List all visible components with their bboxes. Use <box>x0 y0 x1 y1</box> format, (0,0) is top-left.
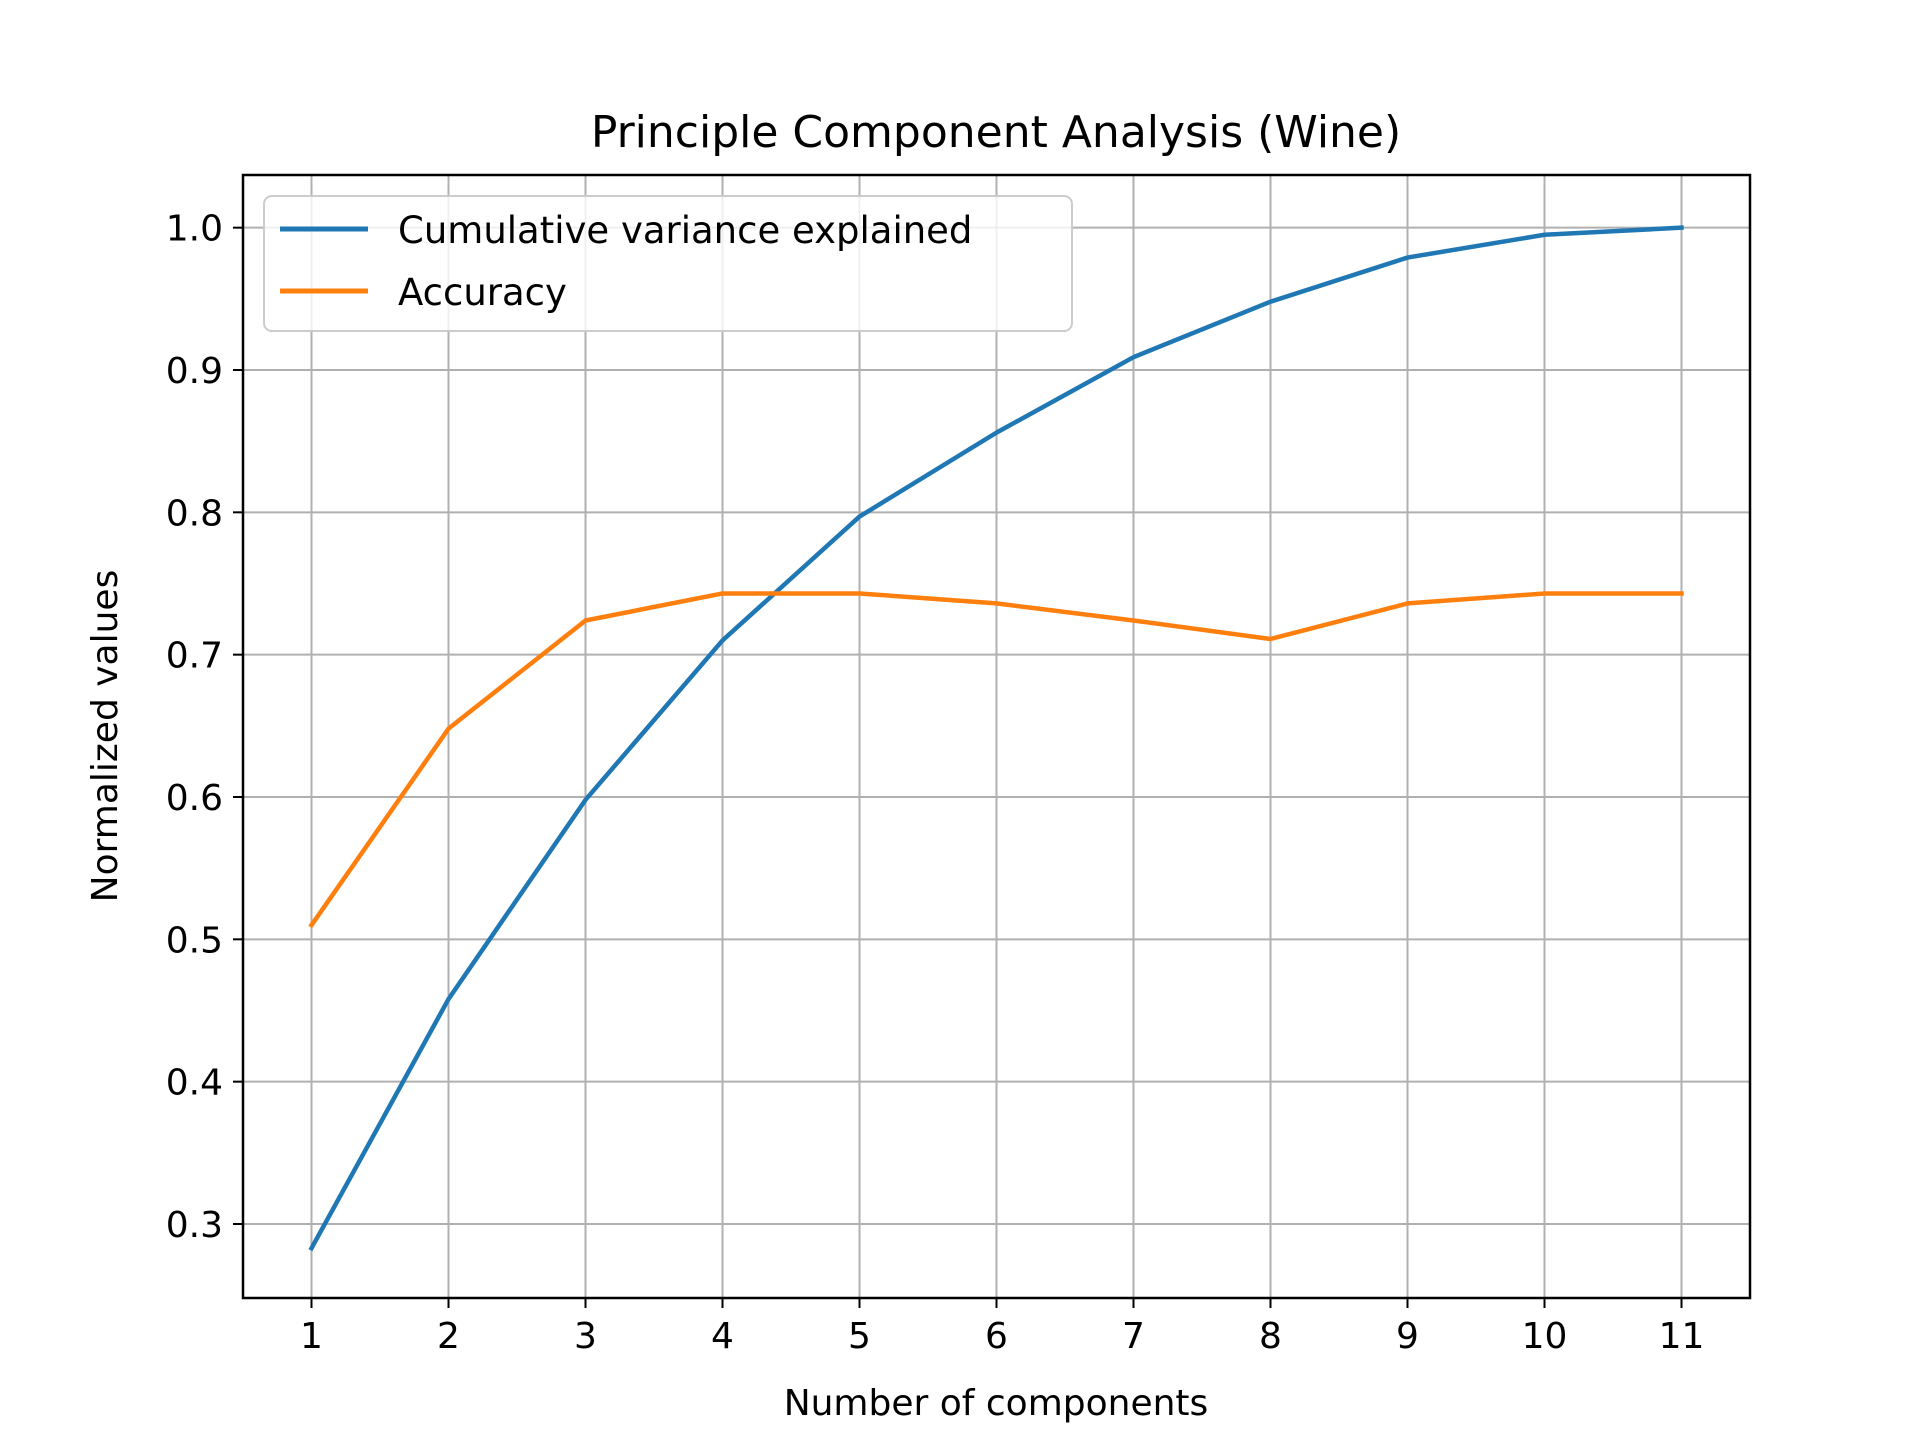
series-line-cumulative-variance-explained <box>308 225 1684 1252</box>
x-tick-label: 9 <box>1396 1316 1419 1357</box>
x-tick-label: 4 <box>711 1316 734 1357</box>
x-axis-label: Number of components <box>784 1383 1209 1424</box>
x-tick-label: 11 <box>1659 1316 1705 1357</box>
y-tick-label: 0.4 <box>166 1063 223 1104</box>
y-tick-label: 0.6 <box>166 778 223 819</box>
y-tick-label: 0.3 <box>166 1205 223 1246</box>
series-lines <box>308 225 1684 1252</box>
y-tick-label: 0.8 <box>166 493 223 534</box>
legend-box <box>263 195 1073 332</box>
legend-label-cumulative-variance: Cumulative variance explained <box>398 209 972 252</box>
y-tick-label: 1.0 <box>166 209 223 250</box>
y-tick-label: 0.7 <box>166 636 223 677</box>
x-tick-label: 1 <box>300 1316 323 1357</box>
x-tick-label: 5 <box>848 1316 871 1357</box>
x-tick-label: 6 <box>985 1316 1008 1357</box>
x-tick-label: 10 <box>1522 1316 1568 1357</box>
y-axis-label: Normalized values <box>85 570 126 903</box>
x-tick-label: 2 <box>437 1316 460 1357</box>
x-axis-ticks: 1 2 3 4 5 6 7 8 9 10 11 <box>300 1298 1704 1357</box>
y-tick-label: 0.9 <box>166 351 223 392</box>
legend: Cumulative variance explained Accuracy <box>263 195 1073 332</box>
legend-label-accuracy: Accuracy <box>398 271 567 314</box>
x-tick-label: 3 <box>574 1316 597 1357</box>
chart-title: Principle Component Analysis (Wine) <box>591 107 1401 158</box>
x-tick-label: 7 <box>1122 1316 1145 1357</box>
x-tick-label: 8 <box>1259 1316 1282 1357</box>
grid-lines <box>243 175 1750 1298</box>
y-tick-label: 0.5 <box>166 920 223 961</box>
y-axis-ticks: 0.3 0.4 0.5 0.6 0.7 0.8 0.9 1.0 <box>166 209 243 1246</box>
series-line-accuracy <box>308 591 1684 929</box>
